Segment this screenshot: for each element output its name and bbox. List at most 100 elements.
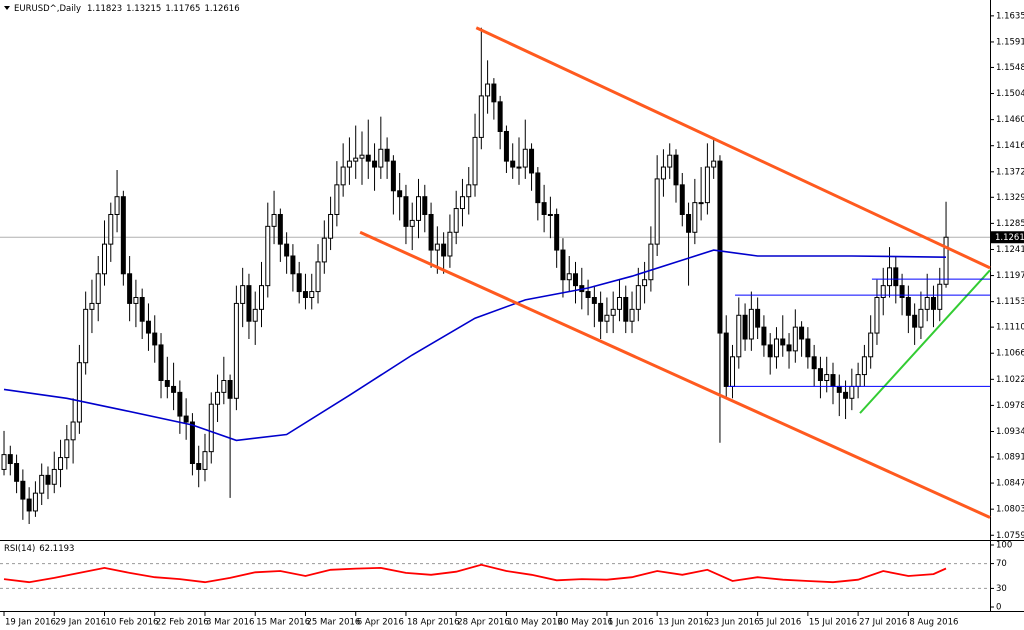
x-tick-label: 28 Apr 2016 — [457, 618, 510, 628]
y-tick-label: 1.15040 — [996, 89, 1024, 99]
y-tick-label: 1.12410 — [996, 245, 1024, 255]
x-tick-label: 13 Jun 2016 — [658, 618, 709, 628]
candle-body — [585, 291, 591, 298]
candle-body — [560, 249, 566, 281]
trend-line — [859, 269, 991, 414]
candle-body — [1, 454, 7, 470]
trend-line — [359, 230, 991, 519]
y-tick-label: 1.08030 — [996, 505, 1024, 515]
indicator-value: 62.1193 — [39, 544, 74, 554]
candle-body — [503, 130, 509, 162]
candle-body — [686, 213, 692, 233]
candle-body — [874, 296, 880, 334]
candle-body — [786, 344, 792, 352]
candle-body — [573, 273, 579, 287]
candle-body — [14, 463, 20, 482]
candle-body — [51, 468, 57, 485]
candle-body — [83, 308, 89, 364]
candle-body — [76, 362, 82, 423]
symbol: EURUSD^,Daily — [14, 4, 81, 14]
candle-body — [723, 332, 729, 387]
candle-body — [422, 196, 428, 215]
candle-body — [196, 463, 202, 470]
x-tick-label: 27 Jul 2016 — [859, 618, 907, 628]
candle-body — [64, 439, 70, 459]
low: 1.11765 — [165, 4, 200, 14]
candle-body — [472, 136, 478, 186]
candle-body — [623, 296, 629, 322]
candle-body — [152, 332, 158, 346]
x-tick-label: 6 Apr 2016 — [357, 618, 404, 628]
high: 1.13215 — [126, 4, 161, 14]
candle-body — [145, 320, 151, 334]
y-tick-label: 1.14600 — [996, 115, 1024, 125]
candle-body — [189, 421, 195, 465]
candle-body — [215, 391, 221, 405]
candle-body — [805, 338, 811, 358]
current-price-box — [991, 231, 1024, 244]
candle-body — [164, 380, 170, 387]
x-tick-label: 23 Jun 2016 — [708, 618, 759, 628]
candle-body — [416, 196, 422, 221]
candle-body — [893, 267, 899, 287]
x-tick-label: 18 Apr 2016 — [407, 618, 460, 628]
candle-body — [491, 83, 497, 103]
chart-header: EURUSD^,Daily 1.11823 1.13215 1.11765 1.1261… — [14, 4, 240, 14]
candle-body — [673, 154, 679, 186]
x-tick-label: 19 Jan 2016 — [5, 618, 56, 628]
candle-body — [459, 196, 465, 210]
candle-body — [660, 166, 666, 180]
candle-body — [177, 391, 183, 417]
candle-body — [328, 213, 334, 239]
candle-body — [824, 374, 830, 382]
candle-body — [711, 160, 717, 168]
candle-body — [516, 166, 522, 169]
candle-body — [610, 308, 616, 316]
candle-body — [434, 243, 440, 251]
candle-body — [692, 202, 698, 233]
y-tick-label: 1.14160 — [996, 141, 1024, 151]
candle-body — [139, 296, 145, 322]
candle-body — [397, 190, 403, 198]
candle-body — [271, 213, 277, 227]
candle-body — [485, 83, 491, 97]
y-tick-label: 1.10660 — [996, 349, 1024, 359]
candle-body — [792, 326, 798, 352]
candle-body — [265, 225, 271, 287]
candle-body — [284, 243, 290, 257]
candle-body — [529, 148, 535, 174]
y-tick-label: 1.15910 — [996, 37, 1024, 47]
rsi-tick-label: 100 — [996, 541, 1012, 551]
y-tick-label: 1.12850 — [996, 219, 1024, 229]
x-tick-label: 8 Aug 2016 — [909, 618, 958, 628]
candle-body — [767, 344, 773, 358]
candle-body — [730, 356, 736, 387]
candle-body — [409, 219, 415, 227]
y-tick-label: 1.11530 — [996, 297, 1024, 307]
candle-body — [252, 308, 258, 322]
candle-body — [855, 374, 861, 387]
candle-body — [340, 166, 346, 186]
candle-body — [32, 492, 38, 512]
candle-body — [127, 273, 133, 304]
candle-body — [478, 95, 484, 138]
x-tick-label: 20 May 2016 — [558, 618, 613, 628]
candle-body — [535, 172, 541, 204]
candle-body — [158, 344, 164, 382]
x-tick-label: 15 Mar 2016 — [256, 618, 310, 628]
candle-body — [773, 338, 779, 358]
candle-body — [20, 480, 26, 500]
trend-line — [475, 26, 991, 270]
y-tick-label: 1.09780 — [996, 401, 1024, 411]
candle-body — [208, 403, 214, 453]
candle-body — [629, 308, 635, 322]
candle-body — [591, 296, 597, 304]
candle-body — [698, 202, 704, 205]
candle-body — [554, 213, 560, 251]
candle-body — [89, 302, 95, 310]
candle-body — [880, 285, 886, 298]
candle-body — [667, 154, 673, 168]
candle-body — [108, 213, 114, 245]
candle-body — [441, 243, 447, 257]
